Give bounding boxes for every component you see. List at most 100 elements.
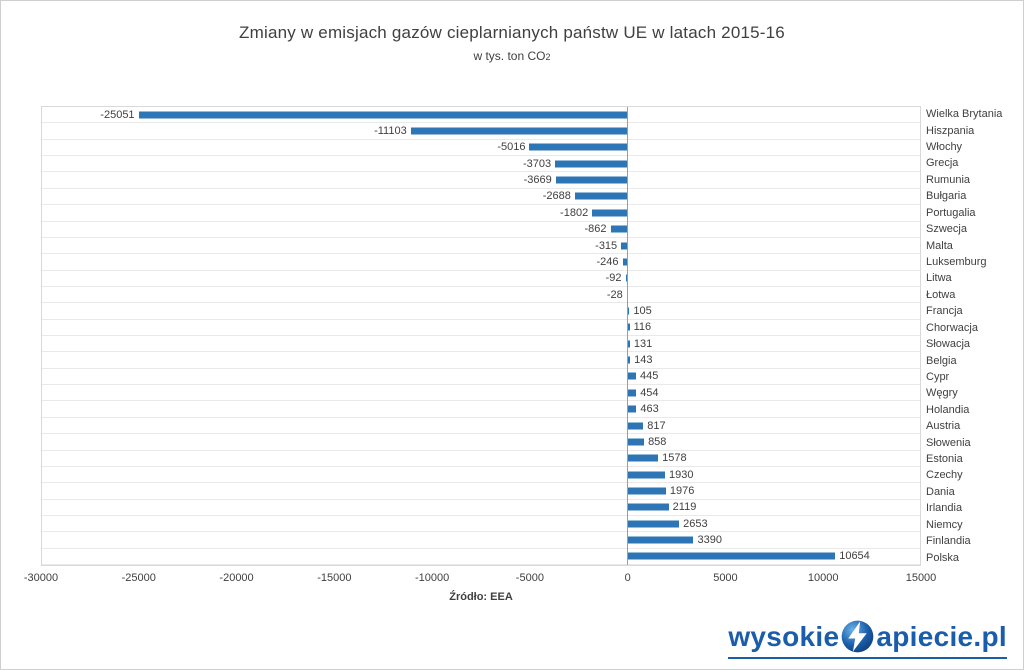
category-label: Malta xyxy=(926,239,953,252)
category-label: Cypr xyxy=(926,370,950,383)
chart-title: Zmiany w emisjach gazów cieplarnianych p… xyxy=(239,23,785,42)
value-label: -2688 xyxy=(542,190,571,203)
value-label: 10654 xyxy=(839,550,870,563)
logo-text-left: wysokie xyxy=(728,620,840,652)
bar xyxy=(574,192,628,200)
chart-row: 817 xyxy=(42,418,920,435)
logo[interactable]: wysokie apiecie.pl xyxy=(728,620,1007,659)
category-label: Szwecja xyxy=(926,223,967,236)
category-label: Holandia xyxy=(926,403,970,416)
value-label: 454 xyxy=(640,386,659,399)
bar xyxy=(627,307,630,315)
chart-row: 105 xyxy=(42,303,920,320)
value-label: -1802 xyxy=(560,206,589,219)
chart-row: -246 xyxy=(42,254,920,271)
category-label: Włochy xyxy=(926,141,963,154)
value-label: -92 xyxy=(605,272,622,285)
chart-row: -28 xyxy=(42,287,920,304)
x-tick-label: -20000 xyxy=(219,572,254,584)
category-label: Czechy xyxy=(926,469,963,482)
value-label: -315 xyxy=(595,239,618,252)
category-label: Rumunia xyxy=(926,173,971,186)
bar xyxy=(626,291,628,299)
value-label: -246 xyxy=(596,255,619,268)
chart-row: 10654 xyxy=(42,549,920,566)
chart-row: 445 xyxy=(42,369,920,386)
bar xyxy=(627,471,665,479)
chart-row: 2653 xyxy=(42,516,920,533)
bar xyxy=(627,438,645,446)
logo-text-right: apiecie.pl xyxy=(876,620,1007,652)
chart-subtitle: w tys. ton CO2 xyxy=(1,49,1023,63)
category-label: Austria xyxy=(926,420,961,433)
chart-row: 463 xyxy=(42,401,920,418)
value-label: 1976 xyxy=(669,484,695,497)
category-label: Chorwacja xyxy=(926,321,978,334)
chart-row: 143 xyxy=(42,352,920,369)
category-label: Łotwa xyxy=(926,288,956,301)
bar xyxy=(627,323,630,331)
value-label: -3669 xyxy=(523,174,552,187)
bar xyxy=(621,242,628,250)
value-label: 445 xyxy=(640,370,659,383)
bar xyxy=(627,487,666,495)
category-label: Wielka Brytania xyxy=(926,108,1003,121)
category-label: Irlandia xyxy=(926,502,963,515)
value-label: 131 xyxy=(633,337,653,350)
chart-row: -92 xyxy=(42,271,920,287)
category-label: Dania xyxy=(926,485,955,498)
bar xyxy=(627,552,836,560)
bar xyxy=(627,405,637,413)
chart-row: -11103 xyxy=(42,123,920,140)
bar xyxy=(555,160,628,168)
category-label: Francja xyxy=(926,305,963,318)
chart-row: 454 xyxy=(42,385,920,402)
bar xyxy=(627,372,636,380)
x-tick-label: -10000 xyxy=(414,572,450,584)
category-label: Litwa xyxy=(926,272,952,285)
bar xyxy=(627,389,637,397)
category-label: Finlandia xyxy=(926,535,971,548)
x-tick-label: -25000 xyxy=(121,572,156,584)
chart-row: 1976 xyxy=(42,483,920,500)
bar xyxy=(627,536,694,544)
chart-row: -315 xyxy=(42,238,920,255)
subtitle-text: w tys. ton CO xyxy=(473,49,546,63)
value-label: 858 xyxy=(648,435,667,448)
category-label: Estonia xyxy=(926,453,963,466)
bar xyxy=(625,274,628,282)
x-tick-label: -30000 xyxy=(23,572,59,584)
bar xyxy=(592,209,628,217)
value-label: 143 xyxy=(634,354,653,367)
bar xyxy=(627,454,659,462)
value-label: -3703 xyxy=(522,157,552,170)
chart-row: 1930 xyxy=(42,467,920,484)
value-axis: -30000 -25000 -20000 -15000 -10000 -5000 0 5000… xyxy=(24,572,936,586)
category-label: Bułgaria xyxy=(926,190,967,203)
plot-area: -25051 -11103 -5016 -3703 -3669 -2688 -1802 -86… xyxy=(41,106,921,566)
value-label: 1578 xyxy=(662,452,687,465)
value-label: 3390 xyxy=(697,534,722,547)
category-label: Słowacja xyxy=(926,338,971,351)
chart-row: 858 xyxy=(42,434,920,451)
chart-row: -1802 xyxy=(42,205,920,222)
bar xyxy=(627,520,680,528)
chart-row: 3390 xyxy=(42,532,920,549)
value-label: -28 xyxy=(606,288,623,301)
subtitle-subscript: 2 xyxy=(545,52,551,62)
value-label: 2119 xyxy=(672,501,697,514)
chart-row: -25051 xyxy=(42,107,920,124)
bar xyxy=(138,111,628,119)
bar xyxy=(627,340,630,348)
value-label: 105 xyxy=(633,304,652,317)
x-tick-label: 5000 xyxy=(713,572,738,584)
value-label: -862 xyxy=(584,223,607,236)
category-label: Luksemburg xyxy=(926,256,987,268)
category-label: Belgia xyxy=(926,354,957,367)
value-label: 1930 xyxy=(668,468,694,481)
lightning-circle-icon xyxy=(842,620,874,653)
bar xyxy=(627,422,644,429)
chart-row: 1578 xyxy=(42,451,920,467)
value-label: -5016 xyxy=(497,141,526,154)
category-label: Hiszpania xyxy=(926,124,975,137)
